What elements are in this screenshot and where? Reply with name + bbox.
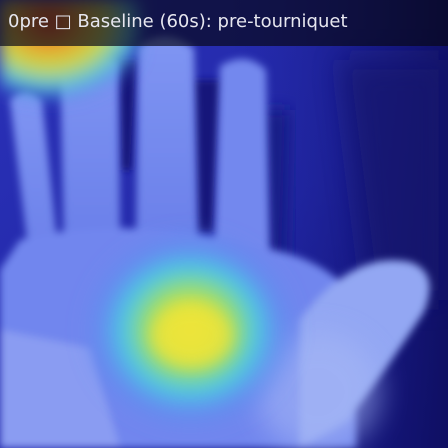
caption-text: 0pre □ Baseline (60s): pre-tourniquet bbox=[8, 11, 348, 32]
caption-bar: 0pre □ Baseline (60s): pre-tourniquet bbox=[0, 0, 448, 46]
